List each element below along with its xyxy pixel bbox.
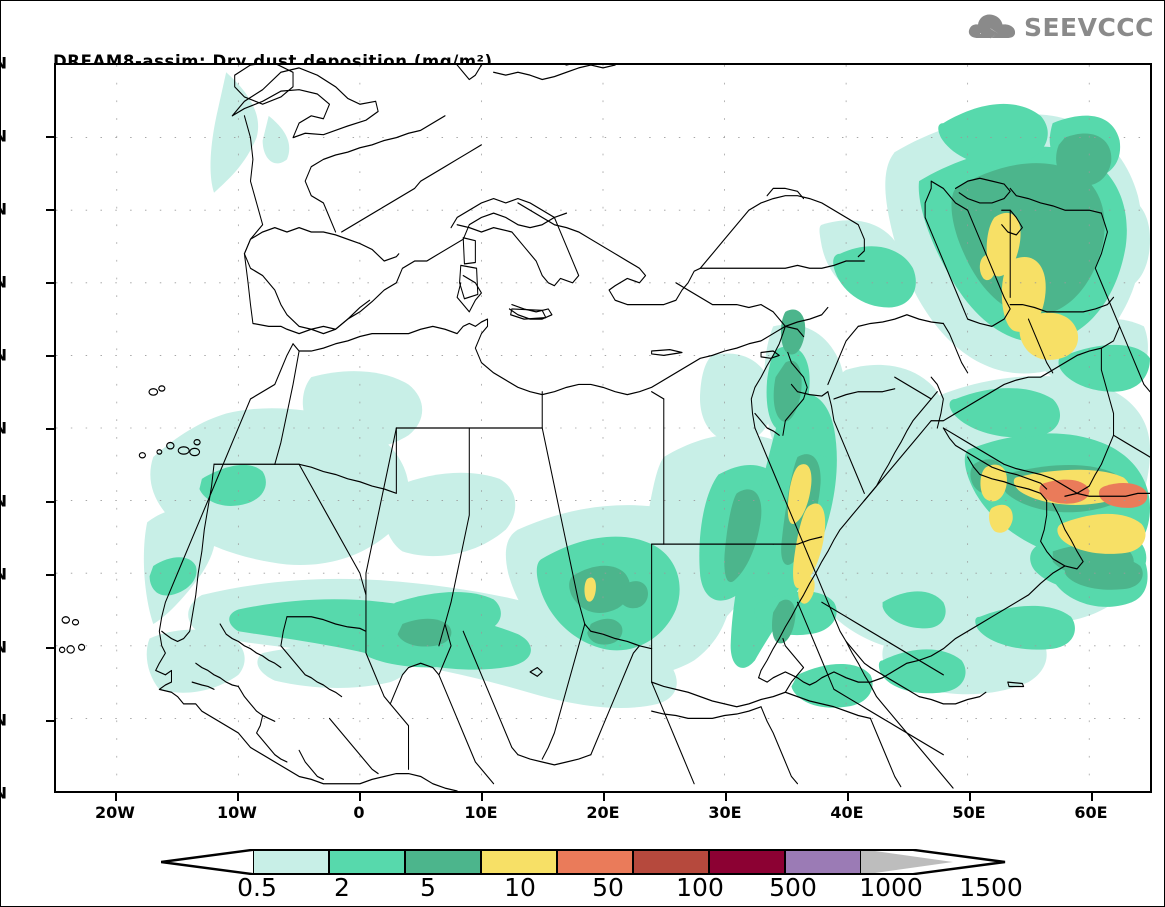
y-tick-mark	[46, 720, 54, 722]
y-tick-label: 10N	[0, 710, 7, 730]
x-tick-label: 0	[353, 803, 365, 822]
x-tick-mark	[725, 793, 727, 801]
y-tick-mark	[46, 574, 54, 576]
colorbar-cell-100-500[interactable]	[633, 849, 709, 875]
y-tick-mark	[46, 209, 54, 211]
colorbar-cell-10-50[interactable]	[481, 849, 557, 875]
colorbar-cell-1000-1500[interactable]	[785, 849, 861, 875]
x-tick-mark	[237, 793, 239, 801]
colorbar-under-arrow	[161, 849, 253, 875]
map-canvas	[56, 65, 1150, 791]
colorbar-cell-500-1000[interactable]	[709, 849, 785, 875]
y-tick-mark	[46, 355, 54, 357]
colorbar-tick: 10	[504, 873, 536, 902]
y-tick-mark	[46, 647, 54, 649]
y-tick-label: 50N	[0, 126, 7, 146]
y-tick-label: 35N	[0, 345, 7, 365]
colorbar-over-arrow	[861, 849, 953, 875]
colorbar-tick: 1000	[859, 873, 923, 902]
colorbar-tick: 50	[592, 873, 624, 902]
x-tick-mark	[847, 793, 849, 801]
colorbar-tick: 2	[334, 873, 350, 902]
colorbar-tick: 1500	[959, 873, 1023, 902]
y-tick-label: 5N	[0, 783, 7, 803]
map-plot-area[interactable]	[54, 63, 1152, 793]
x-tick-label: 20E	[586, 803, 620, 822]
x-tick-mark	[969, 793, 971, 801]
cloud-icon	[968, 14, 1016, 39]
colorbar-cell-50-100[interactable]	[557, 849, 633, 875]
colorbar-tick: 5	[420, 873, 436, 902]
logo-wordmark: SEEVCCC	[1023, 12, 1154, 42]
colorbar-cell-5-10[interactable]	[405, 849, 481, 875]
colorbar-tick: 100	[676, 873, 724, 902]
x-tick-mark	[359, 793, 361, 801]
contour-band-10-50	[584, 212, 1146, 604]
x-tick-label: 10E	[464, 803, 498, 822]
colorbar-tick: 0.5	[237, 873, 277, 902]
x-tick-label: 50E	[952, 803, 986, 822]
dust-deposition-contours	[143, 72, 1150, 708]
colorbar[interactable]	[161, 849, 953, 875]
x-tick-label: 20W	[95, 803, 135, 822]
colorbar-cell-2-5[interactable]	[329, 849, 405, 875]
x-tick-mark	[1091, 793, 1093, 801]
y-tick-mark	[46, 501, 54, 503]
y-tick-label: 55N	[0, 53, 7, 73]
seevccc-logo: SEEVCCC	[966, 11, 1154, 43]
y-tick-mark	[46, 282, 54, 284]
x-tick-mark	[115, 793, 117, 801]
y-tick-label: 30N	[0, 418, 7, 438]
y-tick-label: 40N	[0, 272, 7, 292]
x-tick-label: 30E	[708, 803, 742, 822]
x-tick-label: 10W	[217, 803, 257, 822]
colorbar-tick: 500	[769, 873, 817, 902]
x-tick-label: 40E	[830, 803, 864, 822]
x-tick-mark	[481, 793, 483, 801]
y-tick-label: 20N	[0, 564, 7, 584]
map-coastlines-borders	[58, 65, 1150, 791]
y-tick-label: 15N	[0, 637, 7, 657]
contour-band-50-100	[1039, 479, 1148, 508]
map-frame	[54, 63, 1152, 793]
x-tick-mark	[603, 793, 605, 801]
y-tick-label: 25N	[0, 491, 7, 511]
y-tick-mark	[46, 428, 54, 430]
y-tick-label: 45N	[0, 199, 7, 219]
x-tick-label: 60E	[1074, 803, 1108, 822]
y-tick-mark	[46, 136, 54, 138]
colorbar-cell-0.5-2[interactable]	[253, 849, 329, 875]
